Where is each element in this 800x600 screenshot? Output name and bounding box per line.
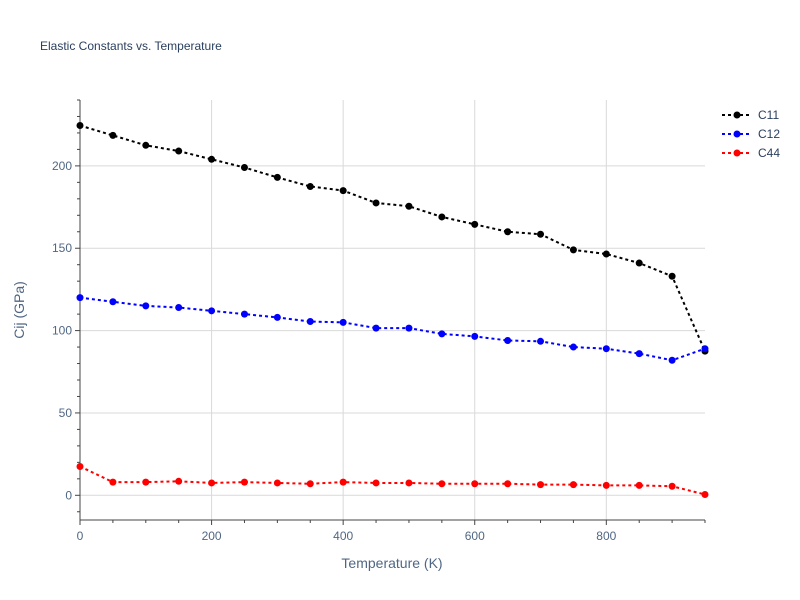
- y-tick-label: 150: [52, 241, 72, 255]
- data-point: [602, 250, 610, 258]
- grid: [80, 100, 705, 520]
- series-line: [79, 296, 706, 362]
- data-point: [504, 480, 512, 488]
- data-point: [471, 220, 479, 228]
- data-point: [273, 173, 281, 181]
- legend-label: C44: [758, 146, 780, 160]
- data-point: [306, 480, 314, 488]
- legend-item-C12[interactable]: C12: [722, 127, 780, 141]
- chart-title: Elastic Constants vs. Temperature: [40, 39, 222, 53]
- legend-label: C12: [758, 127, 780, 141]
- legend[interactable]: C11 C12 C44: [722, 108, 780, 160]
- data-point: [372, 324, 380, 332]
- data-point: [635, 481, 643, 489]
- data-point: [240, 310, 248, 318]
- data-point: [537, 481, 545, 489]
- data-point: [109, 298, 117, 306]
- data-point: [208, 155, 216, 163]
- legend-label: C11: [758, 108, 779, 122]
- data-point: [76, 122, 84, 130]
- data-point: [504, 228, 512, 236]
- data-point: [306, 182, 314, 190]
- x-tick-label: 0: [77, 529, 84, 543]
- data-point: [175, 304, 183, 312]
- data-point: [537, 337, 545, 345]
- series-line: [79, 124, 706, 352]
- data-point: [273, 479, 281, 487]
- data-point: [701, 490, 709, 498]
- data-point: [504, 336, 512, 344]
- series-C44: [76, 462, 709, 498]
- data-point: [438, 330, 446, 338]
- legend-swatch-marker: [733, 130, 741, 138]
- data-point: [306, 318, 314, 326]
- legend-item-C44[interactable]: C44: [722, 146, 780, 160]
- data-point: [635, 259, 643, 267]
- legend-swatch-marker: [733, 149, 741, 157]
- data-point: [405, 324, 413, 332]
- axes: 0 200 400 600 800 0 50 100 150 200: [52, 99, 706, 543]
- data-point: [438, 480, 446, 488]
- data-point: [339, 478, 347, 486]
- data-point: [668, 356, 676, 364]
- data-point: [240, 164, 248, 172]
- x-tick-label: 800: [596, 529, 616, 543]
- x-tick-label: 400: [333, 529, 353, 543]
- y-tick-label: 0: [65, 488, 72, 502]
- series-C11: [76, 122, 709, 355]
- data-point: [339, 187, 347, 195]
- data-point: [76, 294, 84, 302]
- data-point: [208, 479, 216, 487]
- y-tick-label: 200: [52, 159, 72, 173]
- data-point: [701, 345, 709, 353]
- data-point: [602, 481, 610, 489]
- data-point: [635, 350, 643, 358]
- data-point: [405, 202, 413, 210]
- data-point: [471, 480, 479, 488]
- data-point: [273, 313, 281, 321]
- data-point: [175, 477, 183, 485]
- x-axis-title: Temperature (K): [341, 555, 442, 571]
- x-tick-label: 600: [465, 529, 485, 543]
- data-point: [142, 478, 150, 486]
- data-point: [175, 147, 183, 155]
- data-point: [76, 462, 84, 470]
- data-point: [240, 478, 248, 486]
- data-point: [438, 213, 446, 221]
- legend-item-C11[interactable]: C11: [722, 108, 779, 122]
- legend-swatch-marker: [733, 111, 741, 119]
- series-C12: [76, 294, 709, 364]
- data-point: [372, 199, 380, 207]
- data-point: [208, 307, 216, 315]
- data-point: [471, 332, 479, 340]
- data-point: [405, 479, 413, 487]
- data-point: [569, 343, 577, 351]
- data-point: [668, 482, 676, 490]
- x-tick-label: 200: [202, 529, 222, 543]
- data-point: [569, 481, 577, 489]
- series-layer: [76, 122, 709, 498]
- data-point: [109, 478, 117, 486]
- data-point: [109, 131, 117, 139]
- data-point: [372, 479, 380, 487]
- data-point: [142, 302, 150, 310]
- data-point: [142, 141, 150, 149]
- series-line: [79, 465, 706, 496]
- y-axis-title: Cij (GPa): [11, 281, 27, 339]
- data-point: [602, 345, 610, 353]
- y-tick-label: 50: [59, 406, 73, 420]
- y-tick-label: 100: [52, 324, 72, 338]
- data-point: [339, 318, 347, 326]
- data-point: [569, 246, 577, 254]
- data-point: [668, 272, 676, 280]
- data-point: [537, 230, 545, 238]
